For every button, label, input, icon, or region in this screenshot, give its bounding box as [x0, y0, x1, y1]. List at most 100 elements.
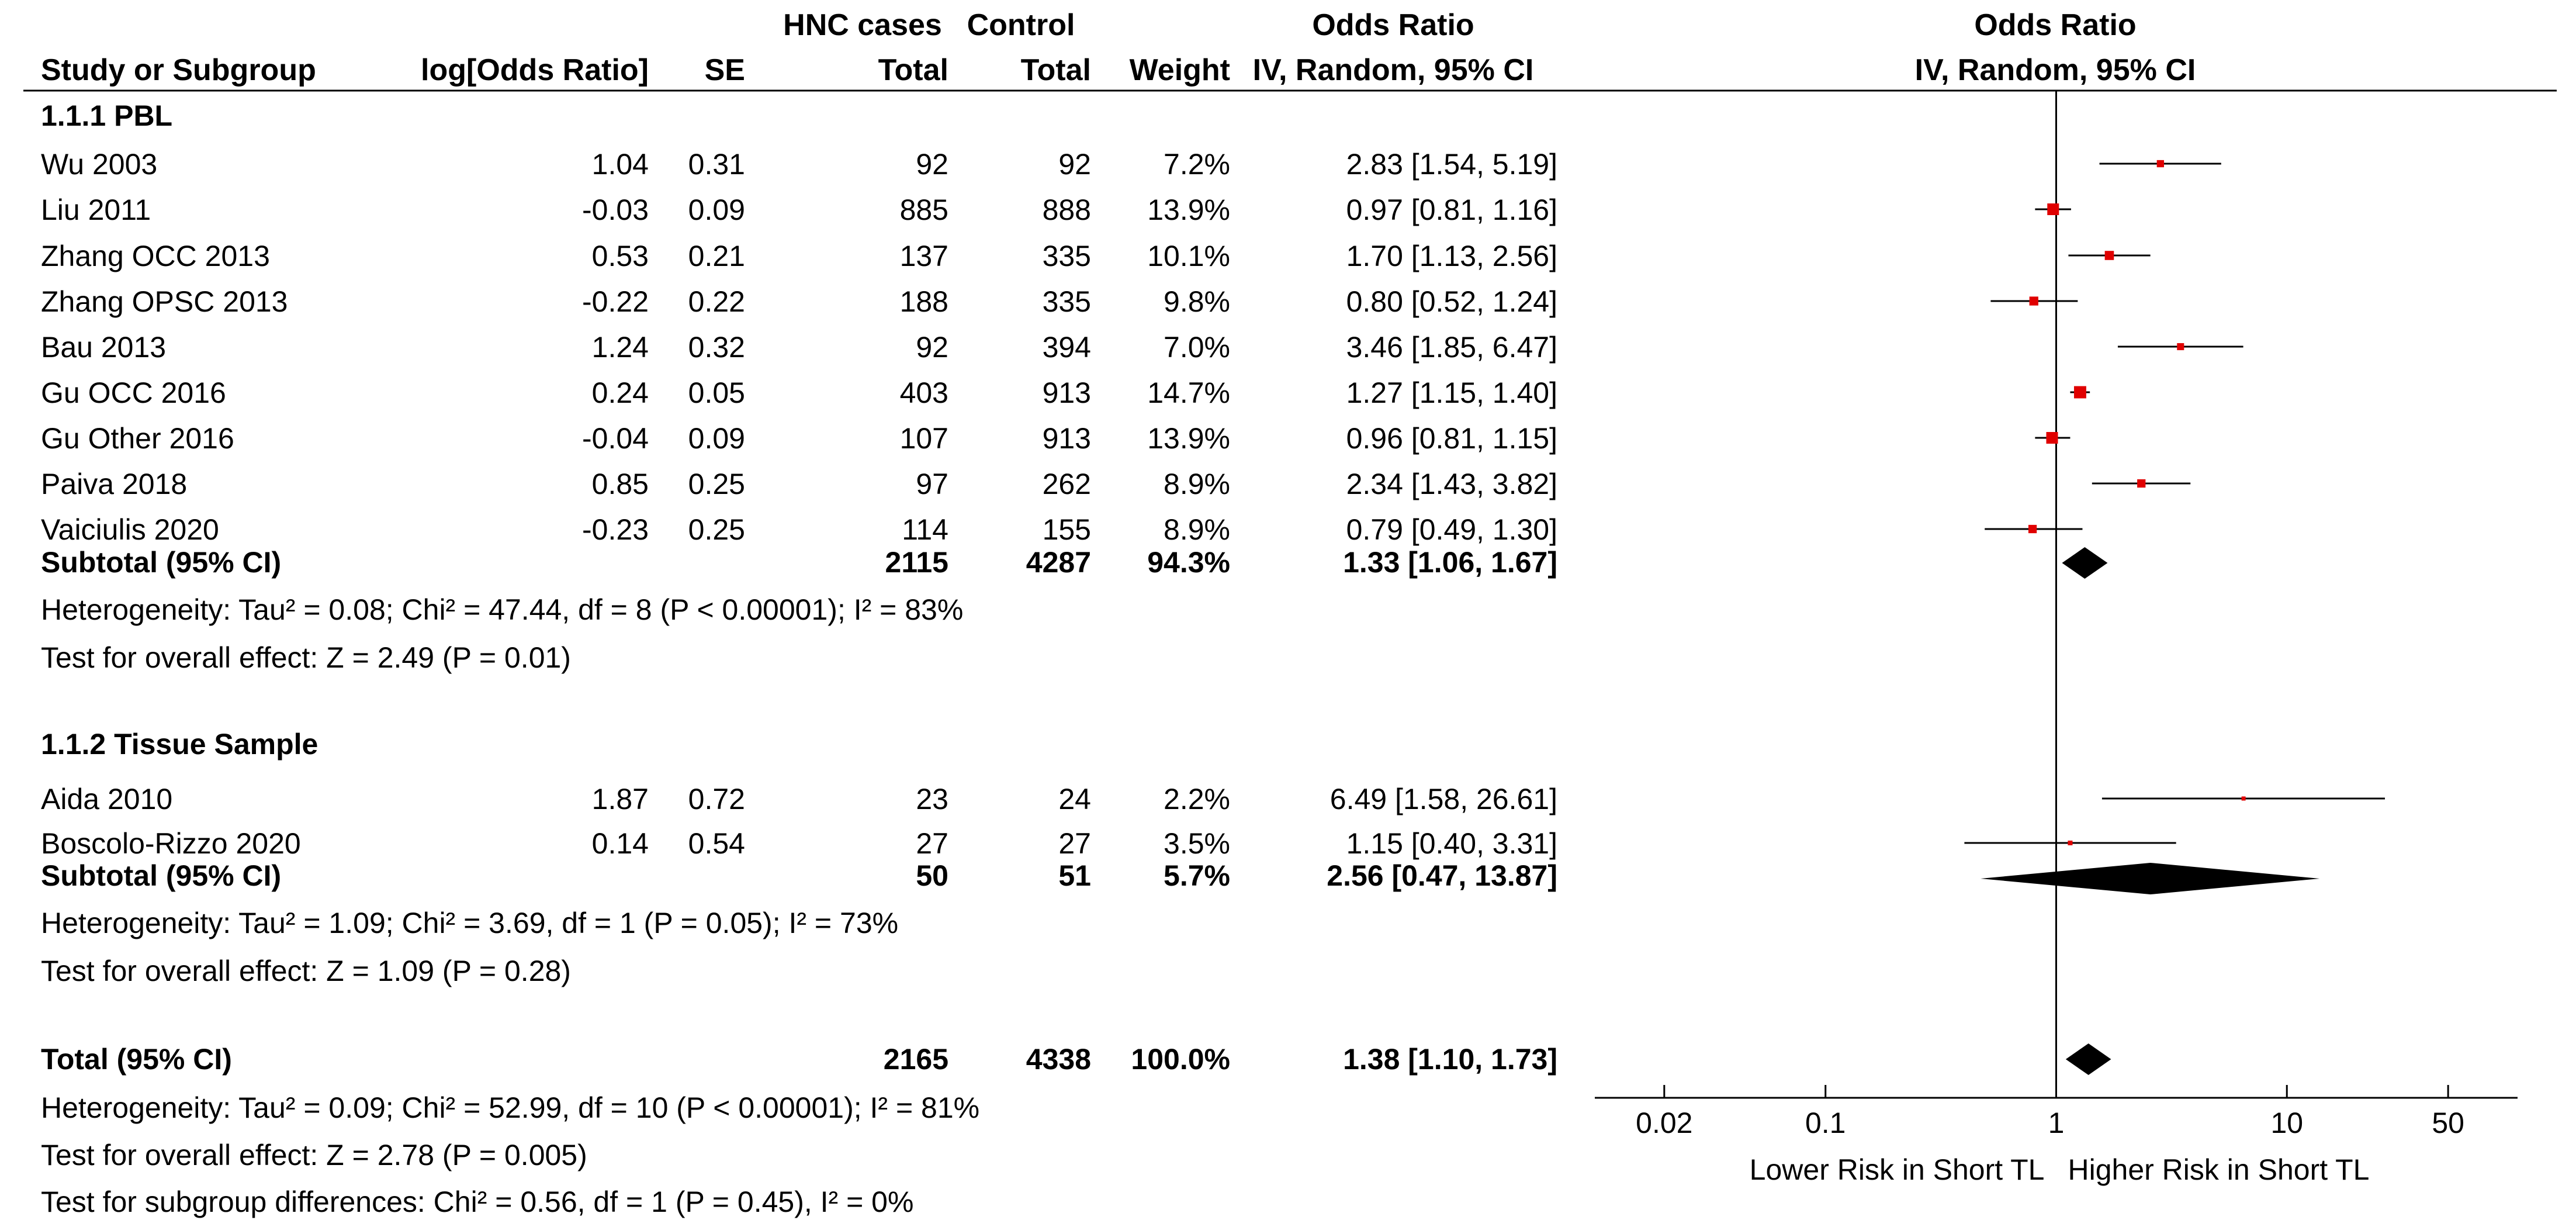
- study-control-total: 335: [1043, 285, 1091, 318]
- study-name: Liu 2011: [41, 193, 151, 226]
- study-row: Zhang OCC 2013 0.53 0.21 137 335 10.1% 1.70 [1…: [41, 240, 1557, 272]
- study-or-ci: 0.96 [0.81, 1.15]: [1346, 422, 1557, 455]
- study-weight: 14.7%: [1147, 376, 1230, 409]
- study-row: Bau 2013 1.24 0.32 92 394 7.0% 3.46 [1.85, 6.4…: [41, 331, 1557, 364]
- study-weight: 13.9%: [1147, 193, 1230, 226]
- study-control-total: 394: [1043, 331, 1091, 364]
- study-or-ci: 3.46 [1.85, 6.47]: [1346, 331, 1557, 364]
- study-name: Vaiciulis 2020: [41, 513, 219, 546]
- subgroup-title: 1.1.2 Tissue Sample: [41, 728, 318, 761]
- point-estimate: [2177, 343, 2184, 351]
- study-or-ci: 2.83 [1.54, 5.19]: [1346, 148, 1557, 181]
- study-cases-total: 97: [916, 468, 948, 500]
- study-weight: 8.9%: [1164, 513, 1230, 546]
- study-log-or: 0.14: [592, 827, 649, 860]
- study-row: Vaiciulis 2020 -0.23 0.25 114 155 8.9% 0.79 [0…: [41, 513, 1557, 546]
- x-axis: 0.02 0.1 1 10 50: [1595, 1085, 2518, 1139]
- header-or-method: IV, Random, 95% CI: [1253, 53, 1534, 87]
- subgroup-rows: Aida 2010 1.87 0.72 23 24 2.2% 6.49 [1.58, 26.…: [41, 783, 1557, 860]
- header-weight: Weight: [1130, 53, 1230, 87]
- plot-header-method: IV, Random, 95% CI: [1915, 53, 2196, 87]
- total-ci: 1.38 [1.10, 1.73]: [1343, 1043, 1557, 1076]
- study-cases-total: 92: [916, 148, 948, 181]
- study-or-ci: 2.34 [1.43, 3.82]: [1346, 468, 1557, 500]
- subtotal-ci: 1.33 [1.06, 1.67]: [1343, 546, 1557, 579]
- study-control-total: 913: [1043, 376, 1091, 409]
- header-cases-total: Total: [878, 53, 948, 87]
- study-name: Zhang OCC 2013: [41, 240, 270, 272]
- point-estimate: [2029, 296, 2038, 306]
- study-weight: 9.8%: [1164, 285, 1230, 318]
- plot-area: 0.02 0.1 1 10 50 Lower Risk in Short TL High…: [1595, 91, 2518, 1186]
- study-cases-total: 403: [900, 376, 948, 409]
- study-log-or: 1.87: [592, 783, 649, 815]
- x-tick-label: 0.02: [1636, 1107, 1692, 1139]
- study-name: Gu OCC 2016: [41, 376, 226, 409]
- study-weight: 10.1%: [1147, 240, 1230, 272]
- header-log-or: log[Odds Ratio]: [421, 53, 649, 87]
- total-overall-effect-text: Test for overall effect: Z = 2.78 (P = 0…: [41, 1139, 587, 1171]
- overall-effect-text: Test for overall effect: Z = 1.09 (P = 0…: [41, 955, 571, 987]
- study-se: 0.25: [688, 513, 745, 546]
- study-name: Boscolo-Rizzo 2020: [41, 827, 301, 860]
- study-or-ci: 1.15 [0.40, 3.31]: [1346, 827, 1557, 860]
- total-weight: 100.0%: [1131, 1043, 1230, 1076]
- subtotal-weight: 5.7%: [1164, 859, 1230, 892]
- study-log-or: 0.53: [592, 240, 649, 272]
- total-label: Total (95% CI): [41, 1043, 232, 1076]
- study-se: 0.22: [688, 285, 745, 318]
- total-section: Total (95% CI) 2165 4338 100.0% 1.38 [1.…: [41, 1043, 1557, 1218]
- subgroup-differences-text: Test for subgroup differences: Chi² = 0.…: [41, 1185, 913, 1218]
- subtotal-cases: 2115: [885, 546, 948, 579]
- total-control: 4338: [1026, 1043, 1091, 1076]
- total-cases: 2165: [884, 1043, 948, 1076]
- point-estimate: [2047, 203, 2059, 215]
- study-cases-total: 137: [900, 240, 948, 272]
- study-weight: 7.2%: [1164, 148, 1230, 181]
- subtotal-label: Subtotal (95% CI): [41, 859, 281, 892]
- favours-right-label: Higher Risk in Short TL: [2068, 1153, 2370, 1186]
- study-control-total: 27: [1058, 827, 1091, 860]
- x-tick-label: 10: [2270, 1107, 2303, 1139]
- subgroup-1: 1.1.1 PBL Wu 2003 1.04 0.31 92 92 7.2% 2.83 [1…: [41, 99, 1557, 674]
- study-se: 0.09: [688, 422, 745, 455]
- point-estimate: [2046, 432, 2058, 444]
- subtotal-row: Subtotal (95% CI) 50 51 5.7% 2.56 [0.47,…: [41, 859, 1557, 892]
- header-control-total: Total: [1021, 53, 1091, 87]
- study-se: 0.09: [688, 193, 745, 226]
- header-se: SE: [705, 53, 745, 87]
- subgroup-rows: Wu 2003 1.04 0.31 92 92 7.2% 2.83 [1.54, 5.19]…: [41, 148, 1557, 546]
- x-tick-label: 0.1: [1805, 1107, 1846, 1139]
- subgroup-title: 1.1.1 PBL: [41, 99, 172, 132]
- study-name: Bau 2013: [41, 331, 166, 364]
- subtotal-row: Subtotal (95% CI) 2115 4287 94.3% 1.33 […: [41, 546, 1557, 579]
- study-cases-total: 23: [916, 783, 948, 815]
- header-odds-ratio: Odds Ratio: [1312, 8, 1474, 42]
- study-cases-total: 27: [916, 827, 948, 860]
- point-estimate: [2104, 251, 2114, 260]
- study-weight: 7.0%: [1164, 331, 1230, 364]
- study-log-or: -0.23: [582, 513, 649, 546]
- subtotal-ci: 2.56 [0.47, 13.87]: [1327, 859, 1557, 892]
- heterogeneity-text: Heterogeneity: Tau² = 1.09; Chi² = 3.69,…: [41, 907, 898, 939]
- point-estimate: [2156, 160, 2164, 168]
- study-se: 0.21: [688, 240, 745, 272]
- point-estimate: [2137, 479, 2146, 488]
- study-row: Boscolo-Rizzo 2020 0.14 0.54 27 27 3.5% 1.15 […: [41, 827, 1557, 860]
- plot-header-odds-ratio: Odds Ratio: [1974, 8, 2136, 42]
- study-log-or: -0.22: [582, 285, 649, 318]
- study-control-total: 335: [1043, 240, 1091, 272]
- subtotal-diamond: [2062, 547, 2108, 579]
- total-heterogeneity-text: Heterogeneity: Tau² = 0.09; Chi² = 52.99…: [41, 1091, 979, 1124]
- study-log-or: 1.04: [592, 148, 649, 181]
- study-cases-total: 188: [900, 285, 948, 318]
- study-control-total: 913: [1043, 422, 1091, 455]
- study-row: Wu 2003 1.04 0.31 92 92 7.2% 2.83 [1.54, 5.19]: [41, 148, 1557, 181]
- point-estimate: [2074, 386, 2086, 399]
- overall-effect-text: Test for overall effect: Z = 2.49 (P = 0…: [41, 641, 571, 674]
- study-name: Paiva 2018: [41, 468, 187, 500]
- study-or-ci: 6.49 [1.58, 26.61]: [1330, 783, 1557, 815]
- header-study: Study or Subgroup: [41, 53, 316, 87]
- study-control-total: 92: [1058, 148, 1091, 181]
